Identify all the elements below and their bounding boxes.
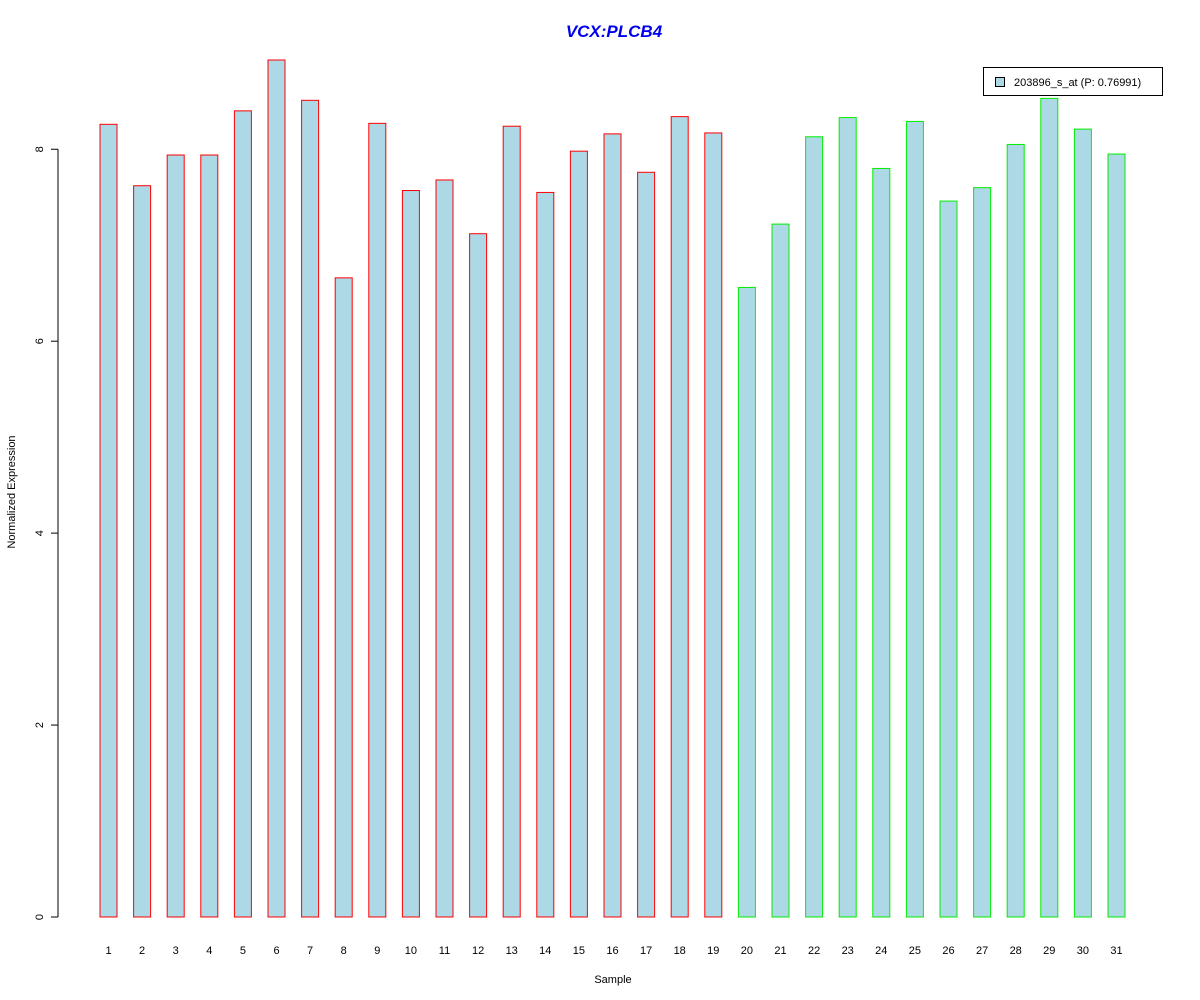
bar bbox=[603, 133, 622, 918]
x-tick-label: 4 bbox=[206, 945, 212, 957]
bar bbox=[99, 123, 118, 918]
bar bbox=[502, 125, 521, 918]
x-tick-labels: 1 2 3 4 5 6 7 8 9 10 11 12 13 14 15 16 17 18 19 20 21 22 23 24 2… bbox=[105, 945, 1122, 957]
x-tick-label: 17 bbox=[640, 945, 652, 957]
bar bbox=[536, 191, 555, 918]
x-axis-label: Sample bbox=[594, 974, 631, 986]
x-tick-label: 19 bbox=[707, 945, 719, 957]
y-axis: 0 2 4 6 8 bbox=[34, 146, 59, 920]
bar bbox=[1073, 128, 1092, 918]
x-tick-label: 29 bbox=[1043, 945, 1055, 957]
y-tick-label: 8 bbox=[34, 146, 46, 152]
x-tick-label: 14 bbox=[539, 945, 551, 957]
y-tick-label: 6 bbox=[34, 338, 46, 344]
x-tick-label: 20 bbox=[741, 945, 753, 957]
bar bbox=[737, 286, 756, 918]
bar bbox=[838, 117, 857, 918]
y-tick-label: 0 bbox=[34, 914, 46, 920]
bar bbox=[301, 99, 320, 918]
x-tick-label: 24 bbox=[875, 945, 887, 957]
x-tick-label: 1 bbox=[105, 945, 111, 957]
bar bbox=[1006, 143, 1025, 918]
x-tick-label: 27 bbox=[976, 945, 988, 957]
bar bbox=[469, 233, 488, 918]
bar bbox=[200, 154, 219, 918]
x-tick-label: 15 bbox=[573, 945, 585, 957]
y-tick-label: 4 bbox=[34, 530, 46, 536]
y-axis-label: Normalized Expression bbox=[6, 435, 18, 548]
chart-title: VCX:PLCB4 bbox=[566, 22, 663, 41]
legend: 203896_s_at (P: 0.76991) bbox=[983, 67, 1163, 96]
bar bbox=[939, 200, 958, 918]
bar bbox=[334, 277, 353, 918]
x-tick-label: 28 bbox=[1010, 945, 1022, 957]
x-tick-label: 9 bbox=[374, 945, 380, 957]
legend-swatch bbox=[995, 77, 1005, 87]
bar bbox=[267, 59, 286, 918]
x-tick-label: 21 bbox=[774, 945, 786, 957]
bar bbox=[973, 187, 992, 918]
bar bbox=[1040, 97, 1059, 918]
bar bbox=[233, 110, 252, 918]
bar bbox=[435, 179, 454, 918]
x-tick-label: 23 bbox=[842, 945, 854, 957]
bar bbox=[637, 171, 656, 918]
x-tick-label: 22 bbox=[808, 945, 820, 957]
x-tick-label: 30 bbox=[1077, 945, 1089, 957]
bar bbox=[872, 167, 891, 918]
x-tick-label: 16 bbox=[606, 945, 618, 957]
x-tick-label: 5 bbox=[240, 945, 246, 957]
bar bbox=[401, 190, 420, 918]
x-tick-label: 12 bbox=[472, 945, 484, 957]
x-tick-label: 13 bbox=[506, 945, 518, 957]
bars bbox=[99, 59, 1126, 918]
x-tick-label: 6 bbox=[273, 945, 279, 957]
legend-box bbox=[983, 67, 1163, 96]
bar bbox=[905, 120, 924, 918]
bar bbox=[569, 150, 588, 918]
x-tick-label: 11 bbox=[439, 945, 450, 957]
legend-label: 203896_s_at (P: 0.76991) bbox=[1014, 77, 1141, 89]
bar bbox=[166, 154, 185, 918]
x-tick-label: 18 bbox=[674, 945, 686, 957]
x-tick-label: 31 bbox=[1110, 945, 1122, 957]
bar bbox=[1107, 153, 1126, 918]
bar bbox=[771, 223, 790, 918]
bar bbox=[133, 185, 152, 918]
bar bbox=[368, 122, 387, 918]
x-tick-label: 26 bbox=[942, 945, 954, 957]
bar bbox=[704, 132, 723, 918]
bar bbox=[805, 136, 824, 918]
x-tick-label: 10 bbox=[405, 945, 417, 957]
x-tick-label: 3 bbox=[173, 945, 179, 957]
x-tick-label: 7 bbox=[307, 945, 313, 957]
y-tick-label: 2 bbox=[34, 722, 46, 728]
x-tick-label: 25 bbox=[909, 945, 921, 957]
bar bbox=[670, 116, 689, 918]
x-tick-label: 2 bbox=[139, 945, 145, 957]
x-tick-label: 8 bbox=[341, 945, 347, 957]
